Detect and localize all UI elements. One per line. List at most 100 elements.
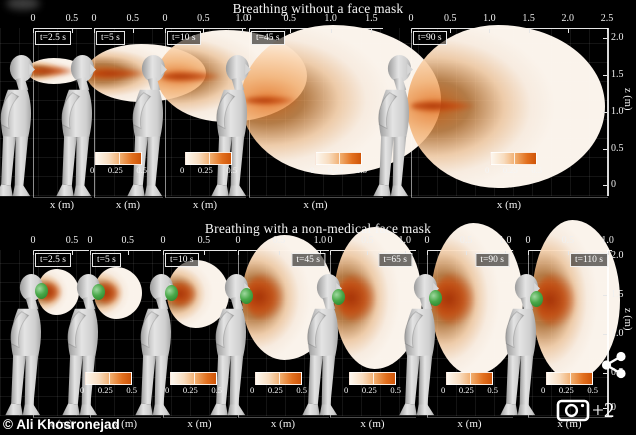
time-badge: t=10 s [167, 31, 201, 45]
colorbar-labels: 0 0.25 0.5 [80, 385, 137, 395]
colorbar-mid-tick [118, 153, 120, 164]
x-tick-mark [427, 251, 428, 255]
x-tick-label: 0.5 [121, 235, 135, 246]
colorbar-mid-tick [569, 373, 571, 384]
x-tick-mark [528, 29, 530, 33]
time-badge: t=110 s [570, 253, 608, 267]
x-tick-label: 1.0 [398, 235, 412, 246]
x-tick-label: 0 [30, 235, 36, 246]
z-tick-label: 0.5 [611, 143, 624, 154]
x-tick-mark [450, 29, 452, 33]
colorbar-mid-tick [208, 153, 210, 164]
x-tick-label: 0.5 [443, 13, 457, 24]
z-tick-label: 1.5 [611, 289, 624, 300]
time-badge: t=5 s [92, 253, 121, 267]
colorbar [95, 152, 142, 165]
z-axis-title: z (m) [622, 88, 633, 111]
colorbar-tick-label: 0.25 [558, 385, 574, 395]
colorbar-mid-tick [469, 373, 471, 384]
colorbar-labels: 0 0.25 0.5 [441, 385, 498, 395]
photo-gallery-button[interactable]: +2 [556, 397, 614, 422]
z-tick-label: 1.0 [611, 328, 624, 339]
colorbar [349, 372, 396, 385]
edge-artifact [6, 0, 40, 10]
x-tick-mark [330, 251, 331, 255]
x-tick-label: 1.0 [313, 235, 327, 246]
colorbar [255, 372, 302, 385]
x-tick-mark [241, 29, 243, 33]
colorbar-tick-label: 0.25 [361, 385, 377, 395]
x-tick-label: 1.0 [324, 13, 337, 24]
x-axis-label: x (m) [115, 199, 141, 211]
x-tick-mark [567, 251, 569, 255]
colorbar-tick-label: 0 [180, 165, 185, 175]
colorbar-mid-tick [108, 373, 110, 384]
colorbar-tick-label: 0 [344, 385, 349, 395]
z-tick-label: 1.0 [611, 106, 624, 117]
time-badge: t=10 s [165, 253, 199, 267]
time-badge: t=5 s [96, 31, 125, 45]
x-tick-mark [249, 29, 250, 33]
colorbar-tick-label: 0.5 [126, 385, 137, 395]
colorbar-tick-label: 0.5 [296, 385, 307, 395]
colorbar [185, 152, 232, 165]
share-icon[interactable] [601, 351, 627, 384]
colorbar-labels: 0 0.25 0.5 [180, 165, 237, 175]
colorbar-tick-label: 0.25 [458, 385, 474, 395]
x-tick-mark [163, 251, 164, 255]
colorbar-tick-label: 0 [80, 385, 85, 395]
colorbar [546, 372, 593, 385]
colorbar-labels: 0 0.25 0.5 [165, 385, 222, 395]
z-tick-mark [603, 408, 607, 409]
x-tick-mark [203, 29, 205, 33]
x-tick-mark [567, 29, 569, 33]
colorbar-mid-tick [513, 153, 515, 164]
camera-icon [556, 399, 590, 422]
z-tick-mark [603, 373, 607, 374]
colorbar-tick-label: 0.25 [107, 165, 123, 175]
x-tick-mark [607, 251, 609, 255]
x-tick-label: 0.5 [126, 13, 140, 24]
x-axis-label: x (m) [187, 418, 212, 430]
x-tick-mark [367, 251, 369, 255]
x-axis-label: x (m) [496, 199, 522, 211]
plume-core [31, 66, 75, 76]
x-tick-mark [528, 251, 529, 255]
x-tick-label: 2.0 [561, 13, 575, 24]
row-title: Breathing without a face mask [232, 1, 404, 16]
time-badge: t=2.5 s [35, 253, 71, 267]
colorbar-labels: 0 0.25 0.5 [310, 165, 367, 175]
colorbar-tick-label: 0.5 [390, 385, 401, 395]
x-tick-mark [489, 29, 491, 33]
photo-count[interactable]: +2 [592, 397, 615, 422]
colorbar-tick-label: 0.5 [356, 165, 367, 175]
colorbar-tick-label: 0.25 [182, 385, 198, 395]
x-tick-mark [238, 251, 239, 255]
x-axis-label: x (m) [48, 418, 73, 430]
colorbar-tick-label: 0.25 [267, 385, 283, 395]
x-tick-label: 1.0 [498, 235, 512, 246]
x-tick-label: 0 [246, 13, 252, 24]
colorbar-labels: 0 0.25 0.5 [250, 385, 307, 395]
x-tick-mark [607, 29, 608, 33]
colorbar [315, 152, 362, 165]
face-mask [92, 284, 105, 300]
x-tick-mark [278, 251, 280, 255]
x-tick-label: 0.5 [283, 13, 297, 24]
plume-core [161, 70, 221, 82]
breath-plume [532, 220, 620, 380]
x-axis-label: x (m) [192, 199, 218, 211]
z-tick-label: 1.5 [611, 69, 624, 80]
x-tick-label: 2.5 [600, 13, 614, 24]
x-tick-mark [466, 251, 468, 255]
x-tick-label: 0 [30, 13, 36, 24]
z-axis-line [607, 28, 609, 196]
time-badge: t=90 s [475, 253, 509, 267]
z-tick-mark [603, 334, 607, 335]
z-axis-line [607, 250, 609, 416]
colorbar-tick-label: 0.5 [587, 385, 598, 395]
z-tick-label: 0 [611, 402, 616, 413]
copyright-watermark: © Ali Khosronejad [3, 417, 120, 432]
x-tick-mark [127, 251, 129, 255]
